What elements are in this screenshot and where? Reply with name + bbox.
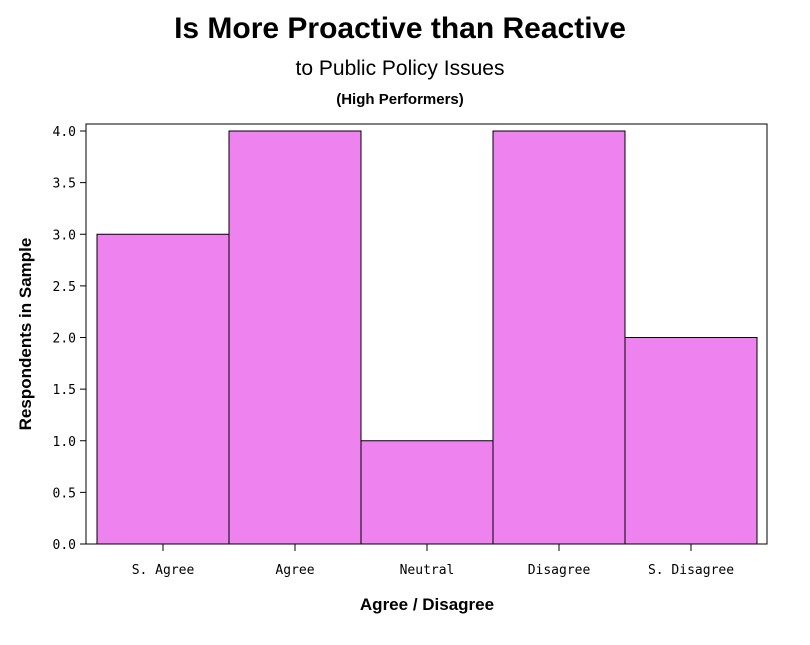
x-axis-label: Agree / Disagree xyxy=(360,595,494,614)
y-axis-label: Respondents in Sample xyxy=(16,238,35,431)
x-tick-label: Neutral xyxy=(400,563,455,578)
y-tick-label: 2.0 xyxy=(53,332,76,347)
y-tick-label: 3.0 xyxy=(53,228,76,243)
y-tick-label: 0.5 xyxy=(53,486,76,501)
chart-subtitle-2: (High Performers) xyxy=(336,91,464,108)
chart-subtitle: to Public Policy Issues xyxy=(296,57,505,80)
bar-neutral xyxy=(360,440,494,545)
y-tick-label: 0.0 xyxy=(53,538,76,553)
x-tick-label: Agree xyxy=(275,563,314,578)
chart-title: Is More Proactive than Reactive xyxy=(174,12,626,45)
bar-s-disagree xyxy=(624,337,758,545)
y-tick-label: 1.5 xyxy=(53,383,76,398)
plot-area: 0.0 0.5 1.0 1.5 2.0 2.5 3.0 3.5 4.0 S. Agree Agree… xyxy=(53,123,768,578)
bar-s-agree xyxy=(96,233,230,545)
x-tick-label: S. Disagree xyxy=(648,563,734,578)
bar-disagree xyxy=(492,130,626,545)
y-tick-label: 1.0 xyxy=(53,435,76,450)
y-tick-label: 3.5 xyxy=(53,177,76,192)
bar-agree xyxy=(228,130,362,545)
x-tick-label: Disagree xyxy=(528,563,591,578)
x-tick-label: S. Agree xyxy=(132,563,195,578)
y-tick-label: 4.0 xyxy=(53,125,76,140)
y-tick-label: 2.5 xyxy=(53,280,76,295)
